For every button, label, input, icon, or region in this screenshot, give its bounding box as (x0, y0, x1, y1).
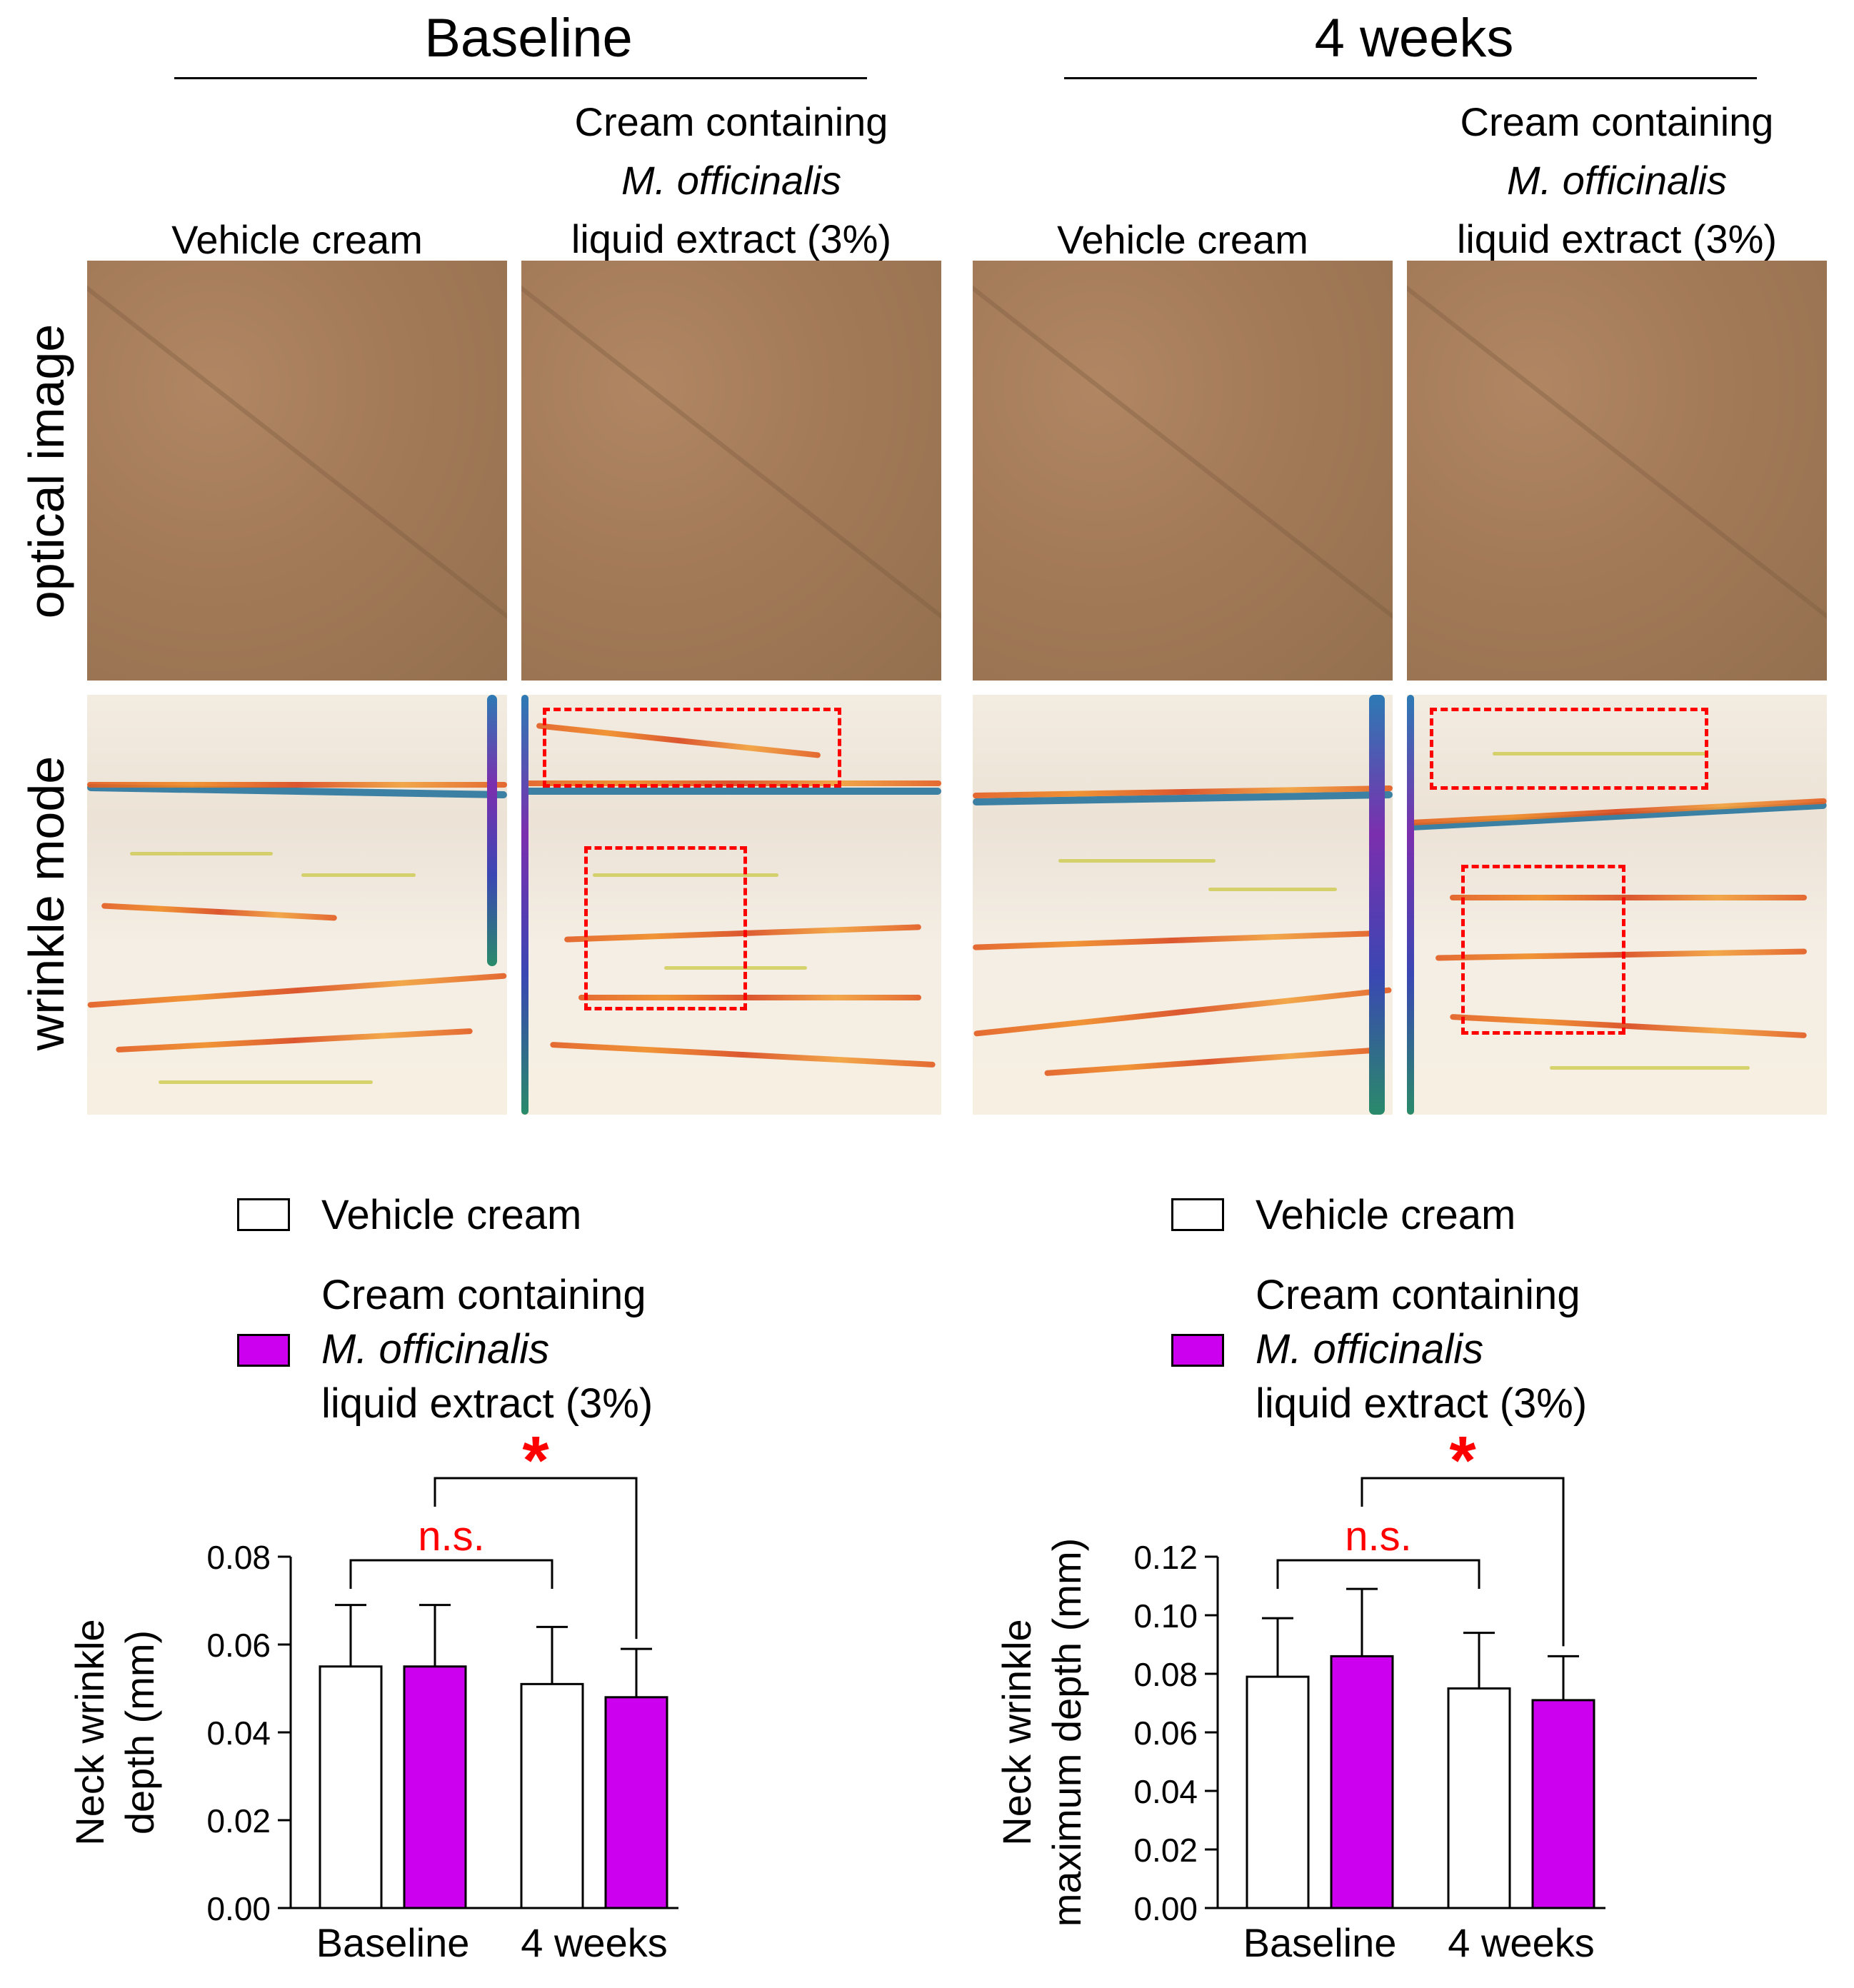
legend-swatch-vehicle (237, 1198, 290, 1231)
y-tick-label: 0.12 (1133, 1539, 1198, 1576)
x-tick-label: 4 weeks (1448, 1920, 1594, 1965)
legend-swatch-treatment (237, 1334, 290, 1367)
y-tick-label: 0.02 (1133, 1832, 1198, 1869)
col-label-4weeks-treatment: Cream containing M. officinalis liquid e… (1456, 99, 1778, 261)
legend-swatch-vehicle (1171, 1198, 1224, 1231)
group-rule-4weeks (1064, 77, 1757, 79)
optical-image-baseline-vehicle (87, 261, 507, 681)
x-tick-label: Baseline (1243, 1920, 1397, 1965)
highlight-box (1461, 865, 1625, 1035)
bar (1330, 1655, 1394, 1909)
col-label-baseline-vehicle: Vehicle cream (171, 217, 423, 262)
annotation-star: * (522, 1428, 549, 1499)
x-tick-label: Baseline (316, 1920, 470, 1965)
bar (1447, 1687, 1511, 1909)
legend-swatch-treatment (1171, 1334, 1224, 1367)
bar (604, 1696, 668, 1909)
optical-image-baseline-treatment (521, 261, 941, 681)
wrinkle-image-4weeks-vehicle (973, 695, 1393, 1115)
annotation-star: * (1449, 1428, 1476, 1499)
bar (520, 1682, 584, 1909)
y-tick-label: 0.06 (206, 1627, 271, 1664)
bracket-ns (349, 1559, 553, 1589)
y-tick-label: 0.08 (206, 1539, 271, 1576)
group-title-baseline: Baseline (424, 8, 633, 69)
y-axis-label: Neck wrinkle depth (mm) (67, 1619, 162, 1845)
y-tick-label: 0.00 (1133, 1890, 1198, 1927)
y-tick-label: 0.02 (206, 1802, 271, 1839)
highlight-box (543, 708, 841, 788)
y-tick-label: 0.08 (1133, 1656, 1198, 1693)
optical-image-4weeks-vehicle (973, 261, 1393, 681)
y-axis-label: Neck wrinkle maximum depth (mm) (994, 1538, 1089, 1927)
bracket-significant (1361, 1477, 1565, 1647)
y-tick-label: 0.10 (1133, 1597, 1198, 1635)
annotation-ns: n.s. (418, 1513, 485, 1560)
chart-neck-wrinkle-depth: 0.00 0.02 0.04 0.06 0.08 Baseline 4 weeks n.s. *… (67, 1428, 678, 1965)
col-label-4weeks-vehicle: Vehicle cream (1057, 217, 1308, 262)
bar (1246, 1675, 1310, 1909)
chart-neck-wrinkle-max-depth: 0.00 0.02 0.04 0.06 0.08 0.10 0.12 Baseline 4 we… (994, 1428, 1605, 1965)
group-title-4weeks: 4 weeks (1314, 8, 1514, 69)
y-axis-label-line2: maximum depth (mm) (1044, 1538, 1089, 1927)
y-tick-label: 0.04 (1133, 1773, 1198, 1810)
bar (403, 1665, 467, 1909)
y-axis-label-line2: depth (mm) (117, 1630, 162, 1834)
wrinkle-image-baseline-vehicle (87, 695, 507, 1115)
row-label-wrinkle: wrinkle mode (19, 755, 74, 1051)
bracket-ns (1276, 1559, 1480, 1589)
legend-label-treatment: Cream containing M. officinalis liquid e… (321, 1272, 653, 1427)
y-axis-label-line1: Neck wrinkle (67, 1619, 112, 1845)
bar (319, 1665, 383, 1909)
group-rule-baseline (174, 77, 867, 79)
optical-image-4weeks-treatment (1407, 261, 1827, 681)
y-tick-label: 0.04 (206, 1715, 271, 1752)
y-axis-label-line1: Neck wrinkle (994, 1619, 1039, 1845)
legend-label-treatment: Cream containing M. officinalis liquid e… (1256, 1272, 1588, 1427)
bar (1531, 1699, 1595, 1909)
highlight-box (1430, 708, 1708, 790)
bracket-significant (434, 1477, 638, 1640)
row-label-optical: optical image (19, 323, 74, 619)
col-label-baseline-treatment: Cream containing M. officinalis liquid e… (571, 99, 892, 261)
highlight-box (584, 846, 747, 1010)
y-tick-label: 0.00 (206, 1890, 271, 1927)
y-tick-label: 0.06 (1133, 1715, 1198, 1752)
x-tick-label: 4 weeks (521, 1920, 667, 1965)
wrinkle-image-baseline-treatment (521, 695, 941, 1115)
legend-label-vehicle: Vehicle cream (1256, 1192, 1516, 1238)
legend-label-vehicle: Vehicle cream (321, 1192, 582, 1238)
annotation-ns: n.s. (1345, 1513, 1412, 1560)
wrinkle-image-4weeks-treatment (1407, 695, 1827, 1115)
